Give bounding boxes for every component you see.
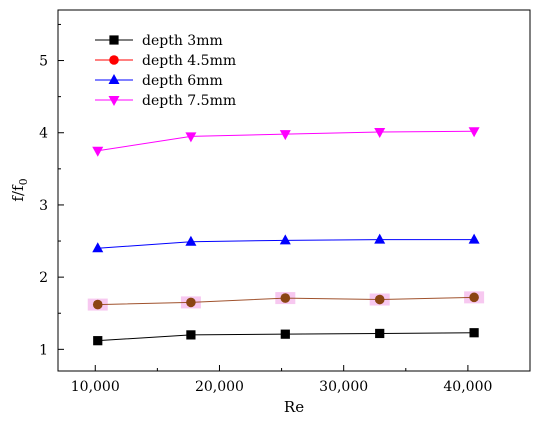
data-point <box>279 234 291 245</box>
y-axis: 1 2 3 4 5 <box>39 23 64 358</box>
data-point <box>185 132 197 143</box>
legend-marker <box>109 35 119 45</box>
y-axis-label-subscript: 0 <box>17 178 30 185</box>
legend-marker <box>108 74 120 84</box>
legend-label: depth 4.5mm <box>142 53 236 69</box>
series-4 <box>92 127 480 157</box>
data-point <box>279 130 291 141</box>
data-point <box>469 292 479 303</box>
y-tick-label: 4 <box>39 126 48 142</box>
data-point <box>375 328 385 339</box>
legend-item: depth 7.5mm <box>95 93 236 109</box>
x-axis-label: Re <box>284 398 304 416</box>
data-point <box>374 294 385 305</box>
data-point <box>186 297 196 308</box>
legend-label: depth 7.5mm <box>142 93 236 109</box>
data-point <box>185 235 197 246</box>
x-tick-label: 30,000 <box>319 379 368 395</box>
legend-item: depth 6mm <box>95 73 223 89</box>
data-point <box>374 233 386 244</box>
series-1 <box>93 328 479 346</box>
legend-marker <box>109 55 119 65</box>
legend: depth 3mm depth 4.5mm depth 6mm depth 7.5mm <box>95 33 236 109</box>
legend-item: depth 3mm <box>95 33 223 49</box>
y-tick-label: 1 <box>39 342 48 358</box>
data-point <box>92 299 103 310</box>
legend-marker <box>108 96 120 106</box>
data-point <box>374 128 386 139</box>
data-point <box>280 329 290 339</box>
series-3 <box>92 233 480 253</box>
x-tick-label: 20,000 <box>195 379 244 395</box>
data-point <box>186 330 196 340</box>
plot-area <box>57 9 531 372</box>
legend-label: depth 3mm <box>142 33 223 49</box>
x-tick-label: 10,000 <box>71 379 120 395</box>
data-point <box>92 146 104 157</box>
data-point <box>92 242 104 253</box>
y-tick-label: 3 <box>39 198 48 214</box>
data-point <box>468 233 480 244</box>
series-layer <box>87 127 485 346</box>
series-2 <box>87 291 485 311</box>
x-tick-label: 40,000 <box>443 379 492 395</box>
data-point <box>93 336 103 346</box>
y-axis-label-main: f/f <box>9 184 27 202</box>
y-axis-label: f/f0 <box>9 178 30 201</box>
legend-label: depth 6mm <box>142 73 223 89</box>
x-axis: 10,000 20,000 30,000 40,000 <box>71 365 492 395</box>
data-point <box>280 293 291 303</box>
data-point <box>468 127 480 138</box>
data-point <box>469 328 479 338</box>
legend-item: depth 4.5mm <box>95 53 236 69</box>
y-tick-label: 2 <box>39 270 48 286</box>
y-tick-label: 5 <box>39 54 48 70</box>
